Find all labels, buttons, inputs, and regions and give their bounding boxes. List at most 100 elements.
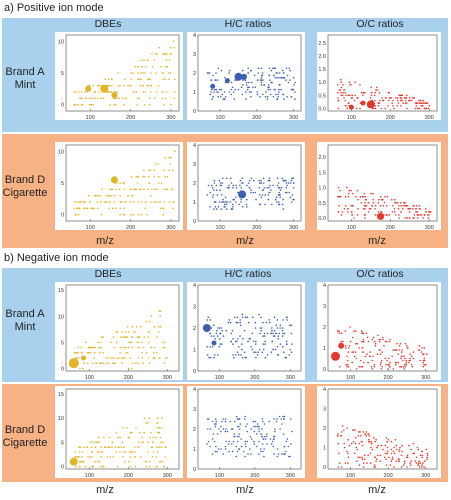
scatter-point [148, 175, 150, 178]
scatter-point [415, 208, 417, 210]
scatter-point [380, 211, 383, 213]
scatter-point [422, 462, 424, 464]
scatter-point [399, 366, 401, 368]
scatter-point [421, 456, 423, 459]
scatter-point [289, 418, 292, 420]
scatter-point [207, 184, 210, 187]
scatter-point [90, 207, 92, 210]
x-tick-label: 300 [425, 115, 434, 121]
col-header-dbes-negative: DBEs [94, 268, 122, 280]
scatter-point [364, 458, 366, 460]
scatter-point [256, 445, 258, 448]
scatter-point [130, 72, 133, 74]
scatter-point [78, 91, 81, 93]
scatter-point [250, 453, 252, 455]
scatter-point [137, 213, 139, 216]
scatter-point [265, 321, 268, 324]
scatter-point [276, 327, 279, 329]
scatter-point [413, 452, 415, 455]
scatter-point [418, 107, 421, 110]
scatter-point [241, 69, 244, 72]
scatter-point [102, 336, 104, 338]
plot-frame [327, 34, 438, 112]
scatter-point [77, 103, 79, 106]
x-tick-label: 100 [346, 375, 355, 381]
scatter-point [278, 84, 280, 86]
plot-frame [65, 388, 180, 470]
scatter-point [213, 189, 215, 191]
scatter-point [418, 214, 420, 216]
y-tick-label: 3 [193, 305, 196, 311]
scatter-point [144, 175, 146, 178]
scatter-point [423, 347, 426, 349]
scatter-point [225, 329, 227, 332]
scatter-point [355, 437, 357, 439]
scatter-point [119, 201, 122, 203]
scatter-point [155, 91, 158, 93]
scatter-point [291, 194, 294, 196]
scatter-point [391, 198, 393, 201]
major-point-1 [338, 342, 345, 349]
scatter-point [343, 97, 345, 99]
scatter-point [408, 444, 410, 447]
scatter-point [273, 435, 276, 438]
scatter-point [386, 452, 389, 455]
scatter-point [81, 97, 83, 100]
scatter-point [390, 97, 392, 99]
scatter-point [233, 198, 235, 201]
scatter-point [385, 458, 387, 460]
scatter-point [345, 347, 347, 349]
scatter-point [399, 342, 402, 345]
scatter-point [231, 208, 234, 210]
x-tick-label: 300 [289, 225, 298, 231]
scatter-point [103, 465, 105, 468]
scatter-point [225, 177, 228, 180]
scatter-point [282, 332, 284, 335]
scatter-point [285, 79, 287, 81]
scatter-point [162, 53, 164, 55]
scatter-point [238, 435, 240, 438]
scatter-point [100, 456, 102, 458]
scatter-point [262, 93, 264, 96]
scatter-point [349, 94, 351, 97]
scatter-point [340, 340, 343, 343]
scatter-point [346, 366, 348, 368]
scatter-point [395, 363, 397, 366]
scatter-point [115, 97, 118, 100]
scatter-point [351, 429, 354, 431]
panel-background [55, 142, 183, 230]
scatter-point [99, 194, 101, 197]
scatter-point [118, 97, 120, 100]
scatter-point [294, 91, 296, 93]
scatter-point [288, 67, 291, 70]
scatter-point [281, 329, 284, 332]
scatter-point [92, 84, 94, 87]
scatter-point [141, 352, 143, 354]
scatter-point [76, 207, 78, 210]
scatter-point [213, 91, 215, 93]
scatter-point [224, 201, 226, 203]
scatter-point [258, 182, 261, 184]
scatter-point [282, 319, 284, 321]
y-tick-label: 0.0 [318, 106, 326, 112]
scatter-point [218, 327, 221, 329]
scatter-point [272, 438, 275, 440]
scatter-point [161, 417, 163, 419]
scatter-point [240, 354, 242, 356]
scatter-point [148, 169, 150, 172]
scatter-point [370, 86, 372, 89]
scatter-point [135, 188, 138, 191]
scatter-point [136, 336, 139, 338]
row-label-brand-a-positive: Brand A Mint [5, 66, 45, 91]
scatter-point [401, 349, 404, 351]
scatter-point [236, 340, 238, 343]
scatter-point [427, 214, 429, 216]
scatter-point [153, 357, 156, 359]
scatter-point [147, 441, 149, 444]
y-tick-label: 1 [193, 200, 196, 206]
scatter-point [397, 353, 400, 355]
scatter-point [402, 208, 404, 210]
scatter-point [224, 77, 226, 79]
scatter-point [85, 97, 87, 100]
